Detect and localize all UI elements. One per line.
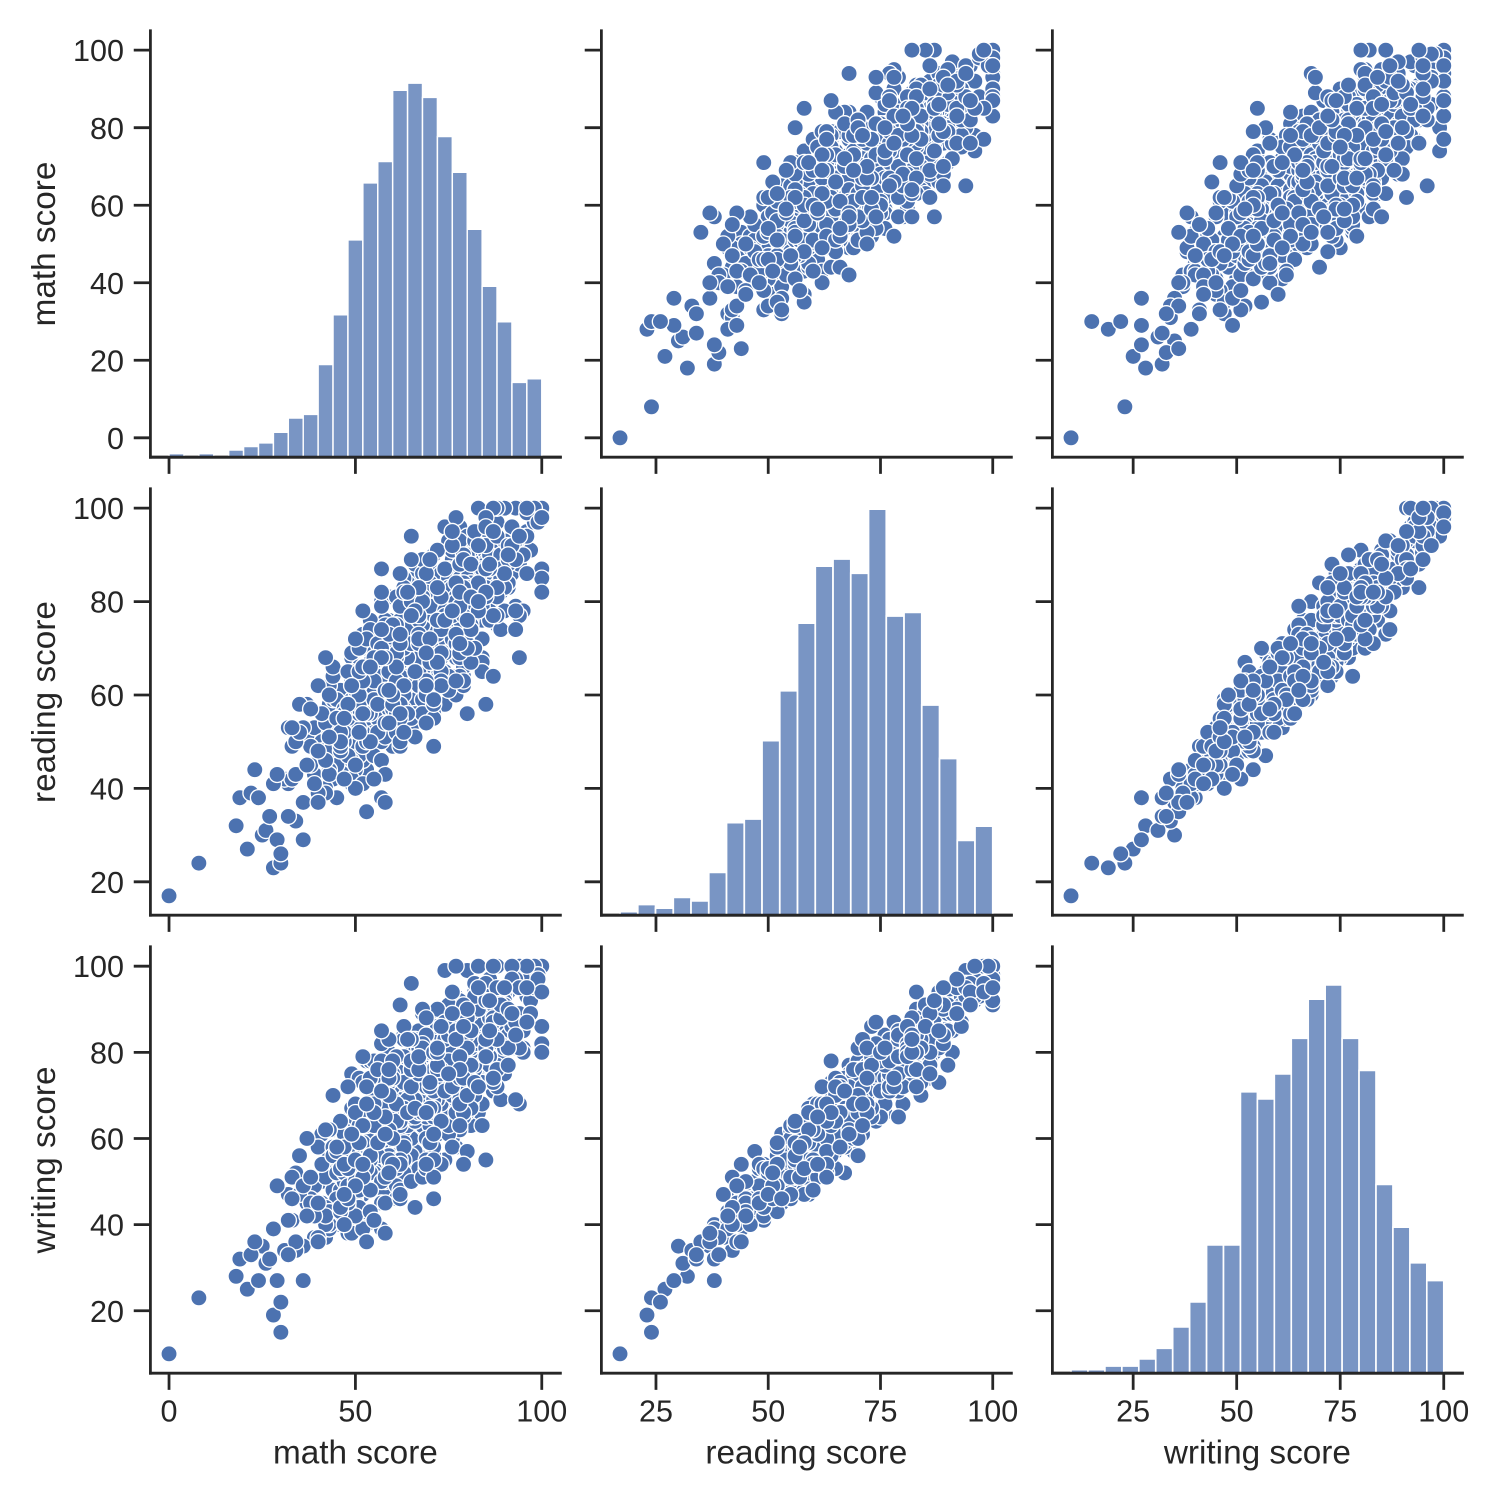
svg-text:20: 20 bbox=[90, 866, 124, 900]
svg-text:20: 20 bbox=[90, 1295, 124, 1329]
svg-text:0: 0 bbox=[107, 422, 124, 456]
svg-text:40: 40 bbox=[90, 267, 124, 301]
svg-text:75: 75 bbox=[1323, 1395, 1357, 1429]
svg-text:math score: math score bbox=[26, 162, 63, 327]
svg-text:40: 40 bbox=[90, 772, 124, 806]
svg-text:50: 50 bbox=[1220, 1395, 1254, 1429]
svg-text:80: 80 bbox=[90, 112, 124, 146]
svg-text:25: 25 bbox=[639, 1395, 673, 1429]
svg-text:50: 50 bbox=[338, 1395, 372, 1429]
svg-text:25: 25 bbox=[1116, 1395, 1150, 1429]
svg-text:math score: math score bbox=[273, 1434, 438, 1471]
svg-text:reading score: reading score bbox=[705, 1434, 907, 1471]
svg-text:20: 20 bbox=[90, 344, 124, 378]
svg-text:100: 100 bbox=[73, 34, 124, 68]
svg-text:60: 60 bbox=[90, 189, 124, 223]
svg-text:80: 80 bbox=[90, 586, 124, 620]
svg-text:80: 80 bbox=[90, 1036, 124, 1070]
svg-text:100: 100 bbox=[516, 1395, 567, 1429]
svg-text:writing score: writing score bbox=[26, 1066, 63, 1254]
svg-text:100: 100 bbox=[1418, 1395, 1469, 1429]
svg-text:0: 0 bbox=[161, 1395, 178, 1429]
svg-text:60: 60 bbox=[90, 679, 124, 713]
svg-text:60: 60 bbox=[90, 1123, 124, 1157]
svg-text:100: 100 bbox=[967, 1395, 1018, 1429]
svg-text:40: 40 bbox=[90, 1209, 124, 1243]
svg-text:reading score: reading score bbox=[26, 601, 63, 803]
svg-text:75: 75 bbox=[864, 1395, 898, 1429]
svg-text:writing score: writing score bbox=[1163, 1434, 1351, 1471]
svg-text:100: 100 bbox=[73, 950, 124, 984]
svg-text:50: 50 bbox=[751, 1395, 785, 1429]
svg-text:100: 100 bbox=[73, 492, 124, 526]
